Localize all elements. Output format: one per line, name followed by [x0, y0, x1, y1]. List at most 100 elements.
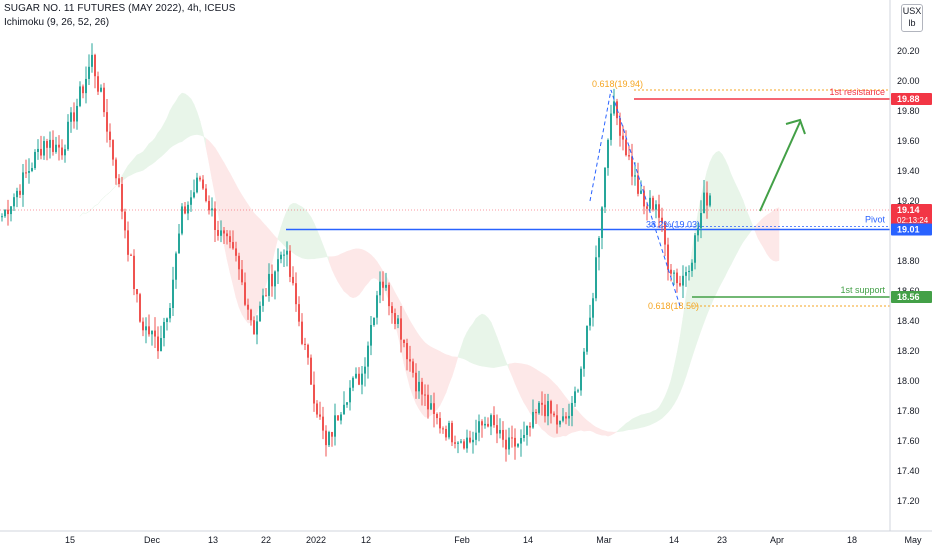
cloud-segment: [496, 337, 501, 368]
cloud-segment: [448, 355, 453, 385]
candle-body: [379, 281, 381, 296]
candle-body: [445, 428, 447, 438]
cloud-segment: [709, 155, 714, 308]
candle-body: [397, 318, 399, 324]
cloud-segment: [727, 165, 732, 271]
cloud-segment: [637, 414, 642, 429]
cloud-segment: [217, 151, 222, 230]
candle-body: [388, 284, 390, 307]
candles: [1, 43, 711, 462]
candle-body: [496, 425, 498, 434]
time-axis[interactable]: 15 Dec 13 22 2022 12 Feb 14 Mar 14 23 Apr 18 May: [0, 530, 932, 545]
time-tick-label: 23: [717, 535, 727, 545]
cloud-segment: [343, 250, 348, 295]
candle-body: [286, 250, 288, 255]
candle-body: [676, 272, 678, 284]
support-label: 1st support: [840, 285, 885, 295]
cloud-segment: [493, 329, 498, 368]
candle-body: [133, 255, 135, 289]
candle-body: [517, 443, 519, 447]
cloud-segment: [178, 92, 183, 143]
candle-body: [334, 415, 336, 437]
candle-body: [487, 423, 489, 427]
currency-unit-button[interactable]: USX lb: [901, 4, 923, 32]
cloud-segment: [148, 140, 153, 167]
cloud-segment: [733, 180, 738, 259]
resistance-badge: [891, 93, 932, 105]
cloud-segment: [109, 188, 114, 193]
candle-body: [253, 320, 255, 335]
cloud-segment: [583, 417, 588, 432]
candle-body: [601, 207, 603, 238]
cloud-segment: [352, 248, 357, 299]
candle-body: [259, 305, 261, 322]
cloud-segment: [643, 413, 648, 428]
candle-body: [541, 402, 543, 405]
time-tick-label: Feb: [454, 535, 470, 545]
cloud-segment: [310, 216, 315, 260]
price-axis[interactable]: 20.2020.0019.8019.6019.4019.2019.0018.80…: [889, 0, 920, 531]
cloud-segment: [169, 104, 174, 149]
candle-body: [451, 422, 453, 443]
candle-body: [304, 343, 306, 345]
indicator-label[interactable]: Ichimoku (9, 26, 52, 26): [4, 17, 110, 28]
candle-body: [409, 359, 411, 362]
candle-body: [694, 235, 696, 263]
candle-body: [685, 272, 687, 276]
cloud-segment: [775, 207, 780, 262]
candle-body: [19, 190, 21, 195]
candle-body: [79, 86, 81, 106]
candle-body: [610, 113, 612, 140]
fib-swing-line: [589, 89, 681, 307]
candle-body: [214, 208, 216, 230]
cloud-segment: [211, 143, 216, 195]
cloud-segment: [499, 345, 504, 367]
candle-body: [115, 159, 117, 179]
cloud-segment: [334, 255, 339, 282]
pivot-label: Pivot: [865, 215, 886, 225]
candle-body: [631, 156, 633, 177]
cloud-segment: [223, 162, 228, 260]
candle-body: [295, 283, 297, 305]
candle-body: [673, 272, 675, 274]
cloud-segment: [97, 200, 102, 205]
cloud-segment: [598, 428, 603, 436]
candle-body: [91, 54, 93, 67]
price-tick-label: 18.20: [897, 346, 920, 356]
candle-body: [481, 421, 483, 426]
candle-body: [97, 76, 99, 92]
cloud-segment: [481, 313, 486, 367]
cloud-segment: [361, 249, 366, 292]
candle-body: [4, 209, 6, 217]
cloud-segment: [757, 219, 762, 245]
candle-body: [328, 431, 330, 446]
candle-body: [142, 321, 144, 331]
candle-body: [553, 413, 555, 416]
cloud-segment: [181, 92, 186, 143]
cloud-segment: [301, 206, 306, 259]
cloud-segment: [523, 363, 528, 409]
candle-body: [184, 206, 186, 214]
candle-body: [70, 112, 72, 122]
support-badge-text: 18.56: [897, 292, 920, 302]
cloud-segment: [112, 185, 117, 189]
candle-body: [211, 208, 213, 211]
cloud-segment: [130, 157, 135, 176]
price-badges: 19.88 19.14 02:13:24 19.01 18.56: [891, 93, 932, 303]
cloud-segment: [325, 252, 330, 262]
candle-body: [655, 204, 657, 210]
cloud-segment: [154, 131, 159, 163]
candle-body: [514, 437, 516, 447]
candle-body: [100, 87, 102, 92]
candle-body: [427, 394, 429, 410]
candle-body: [649, 197, 651, 209]
candle-body: [634, 175, 636, 177]
cloud-segment: [769, 210, 774, 262]
candle-body: [112, 140, 114, 160]
cloud-segment: [676, 337, 681, 400]
candle-body: [10, 206, 12, 215]
cloud-segment: [613, 430, 618, 435]
projection-arrow: [759, 121, 801, 212]
candle-body: [520, 437, 522, 444]
